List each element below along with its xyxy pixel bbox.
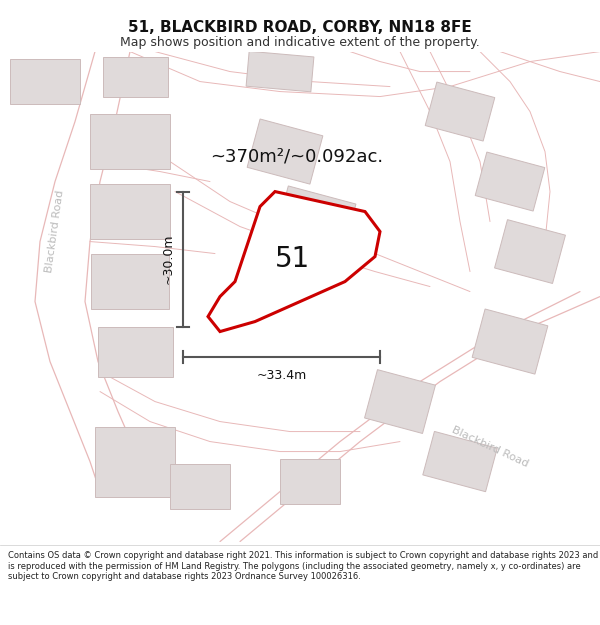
Text: ~30.0m: ~30.0m: [162, 234, 175, 284]
Polygon shape: [91, 254, 169, 309]
Text: ~370m²/~0.092ac.: ~370m²/~0.092ac.: [210, 148, 383, 166]
Polygon shape: [247, 119, 323, 184]
Text: Blackbird Road: Blackbird Road: [44, 189, 66, 274]
Text: Contains OS data © Crown copyright and database right 2021. This information is : Contains OS data © Crown copyright and d…: [8, 551, 598, 581]
Polygon shape: [170, 464, 230, 509]
Polygon shape: [472, 309, 548, 374]
Polygon shape: [246, 51, 314, 92]
Text: 51, BLACKBIRD ROAD, CORBY, NN18 8FE: 51, BLACKBIRD ROAD, CORBY, NN18 8FE: [128, 20, 472, 35]
Polygon shape: [90, 184, 170, 239]
Polygon shape: [90, 114, 170, 169]
Polygon shape: [10, 59, 80, 104]
Polygon shape: [425, 82, 495, 141]
Text: Map shows position and indicative extent of the property.: Map shows position and indicative extent…: [120, 36, 480, 49]
Polygon shape: [423, 431, 497, 492]
Text: 51: 51: [275, 244, 310, 272]
Polygon shape: [97, 326, 173, 376]
Text: ~33.4m: ~33.4m: [256, 369, 307, 381]
Polygon shape: [280, 459, 340, 504]
Text: Blackbird Road: Blackbird Road: [450, 424, 530, 469]
Polygon shape: [494, 219, 565, 284]
Polygon shape: [274, 186, 356, 257]
Polygon shape: [475, 152, 545, 211]
Polygon shape: [365, 369, 436, 434]
Polygon shape: [95, 426, 175, 496]
Polygon shape: [103, 56, 167, 96]
Polygon shape: [208, 191, 380, 331]
